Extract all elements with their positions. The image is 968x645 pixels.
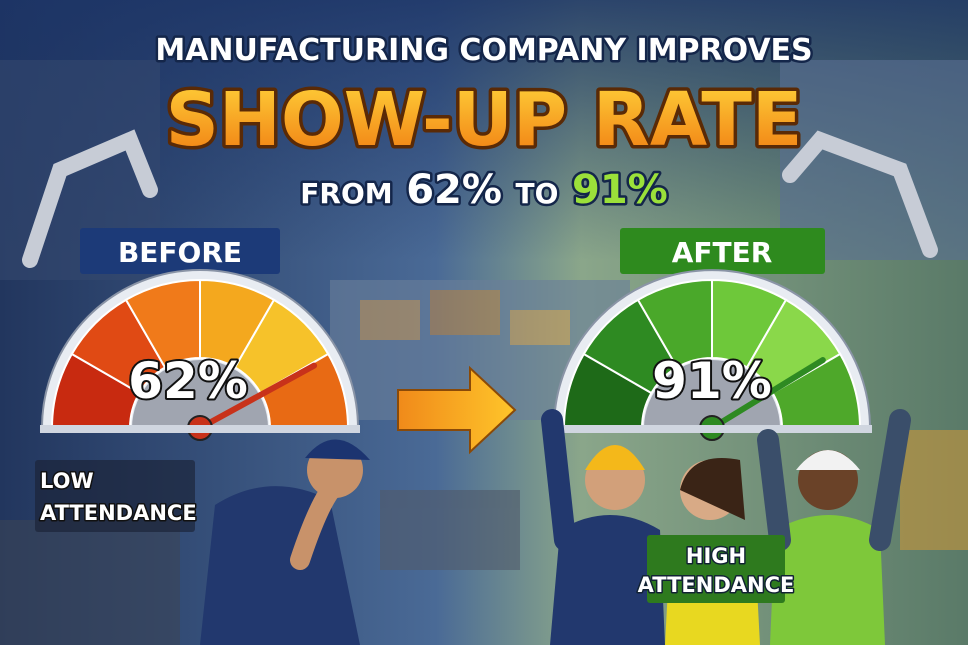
after-badge: [620, 228, 825, 274]
before-gauge-value: 62%: [128, 352, 248, 410]
gauge-base: [40, 425, 360, 433]
subtitle-to: TO: [516, 177, 559, 210]
gauge-base: [552, 425, 872, 433]
after-label: AFTER: [672, 236, 773, 269]
before-caption-box: [35, 460, 195, 532]
gauge-needle: [709, 357, 826, 431]
subtitle-after: 91%: [572, 167, 668, 213]
worker-sad: [200, 439, 370, 645]
before-badge: [80, 228, 280, 274]
after-gauge-value: 91%: [652, 352, 772, 410]
arrow: [397, 365, 517, 455]
gauge-hub-area: [644, 360, 780, 428]
kicker: MANUFACTURING COMPANY IMPROVES: [155, 33, 812, 68]
after-caption-box: [647, 535, 785, 603]
after-caption-line: HIGH: [686, 544, 746, 568]
robot-arms: [22, 129, 938, 268]
after-caption-line: ATTENDANCE: [638, 573, 795, 597]
subtitle: FROM 62% TO 91%: [300, 167, 668, 213]
gauge-needle: [197, 362, 318, 431]
before-caption-line: LOW: [40, 469, 94, 493]
title: SHOW-UP RATE: [166, 77, 803, 163]
factory-scenery: [0, 60, 968, 645]
before-label: BEFORE: [118, 236, 242, 269]
subtitle-before: 62%: [406, 167, 502, 213]
gauges: [40, 269, 872, 441]
before-caption-line: ATTENDANCE: [40, 501, 197, 525]
subtitle-from: FROM: [300, 177, 392, 210]
